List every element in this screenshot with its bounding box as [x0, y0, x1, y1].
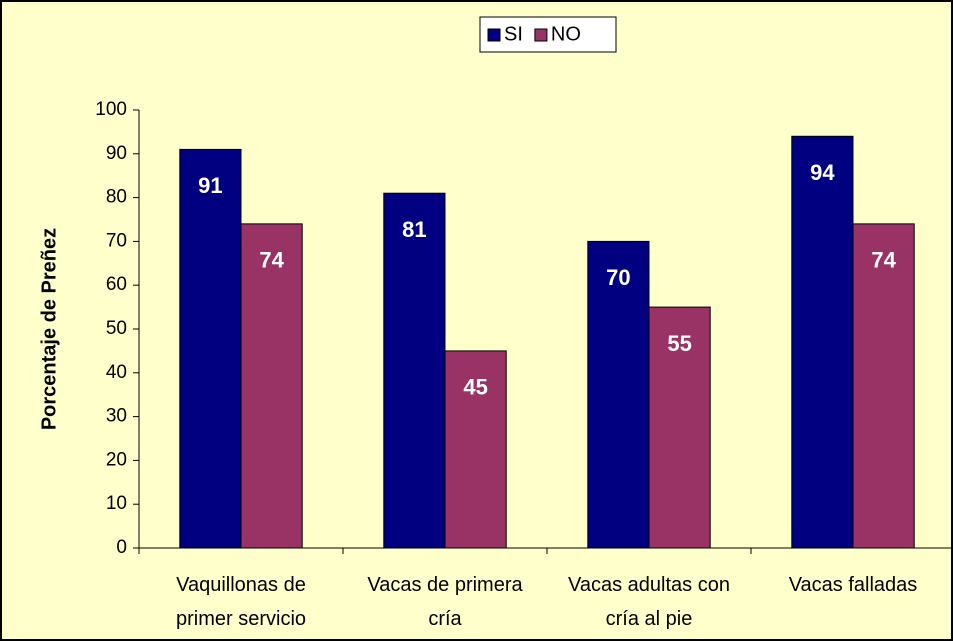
y-tick-label: 60 [106, 274, 127, 295]
y-tick-label: 40 [106, 362, 127, 383]
value-label: 74 [871, 248, 896, 273]
bar [852, 223, 915, 549]
value-label: 74 [259, 248, 284, 273]
bar [587, 240, 650, 549]
legend-box [479, 16, 617, 53]
bar [444, 350, 507, 549]
value-label: 81 [402, 217, 426, 242]
x-tick-label: Vacas falladas [788, 574, 918, 596]
legend-swatch [534, 28, 548, 42]
x-tick-label: Vaquillonas de primer servicio [175, 574, 307, 630]
bar [240, 223, 303, 549]
y-tick-label: 100 [95, 99, 127, 120]
y-tick-label: 30 [106, 406, 127, 427]
x-tick-label: Vacas adultas con cría al pie [568, 574, 730, 630]
value-label: 70 [606, 265, 630, 290]
legend-label: SI [504, 23, 523, 45]
y-tick-label: 10 [106, 493, 127, 514]
bar [648, 306, 711, 549]
value-label: 55 [667, 331, 691, 356]
bar [383, 192, 446, 549]
y-tick-label: 80 [106, 187, 127, 208]
legend-label: NO [551, 23, 581, 45]
y-tick-label: 50 [106, 318, 127, 339]
value-label: 91 [198, 173, 222, 198]
y-tick-label: 20 [106, 449, 127, 470]
bar [179, 148, 242, 549]
bar [791, 135, 854, 549]
y-tick-label: 70 [106, 230, 127, 251]
y-axis-title: Porcentaje de Preñez [38, 228, 60, 430]
x-tick-label: Vacas de primera cría [367, 574, 523, 630]
y-tick-label: 0 [116, 537, 127, 558]
y-tick-label: 90 [106, 143, 127, 164]
legend-swatch [487, 28, 501, 42]
value-label: 45 [463, 375, 487, 400]
value-label: 94 [810, 160, 835, 185]
